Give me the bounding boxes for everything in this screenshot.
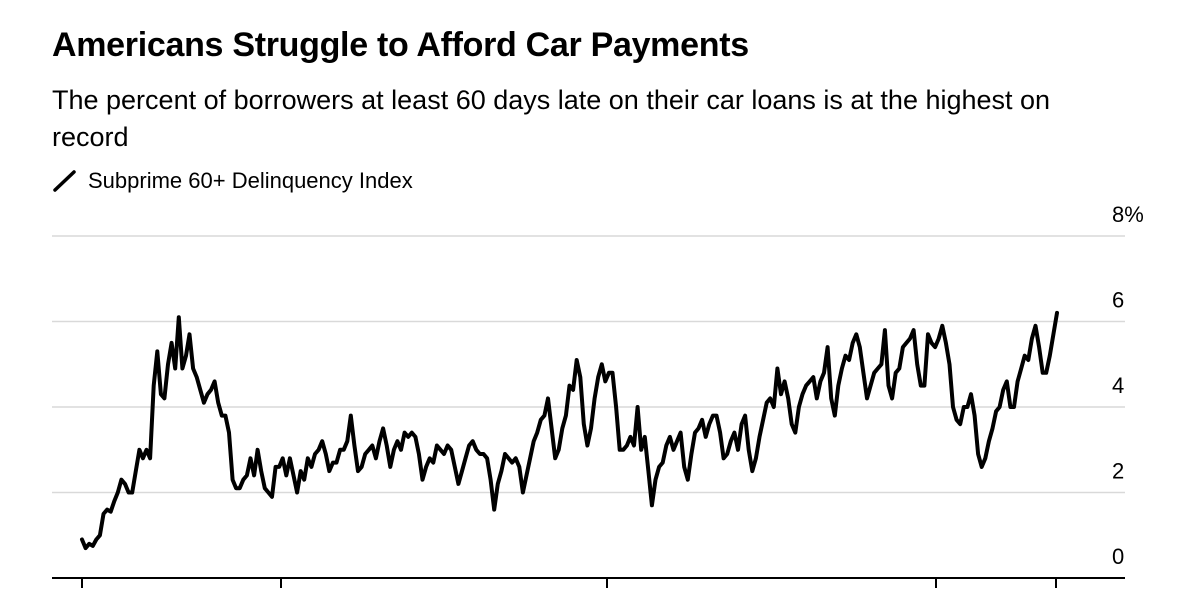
y-tick-label: 0 <box>1112 544 1124 569</box>
series-line-0 <box>80 310 1059 551</box>
x-axis <box>52 577 1125 588</box>
legend-line-icon <box>53 170 76 192</box>
chart-subtitle: The percent of borrowers at least 60 day… <box>52 85 1051 152</box>
chart-title: Americans Struggle to Afford Car Payment… <box>52 26 749 64</box>
legend-entry: Subprime 60+ Delinquency Index <box>88 168 413 193</box>
chart-legend: Subprime 60+ Delinquency Index <box>52 168 413 194</box>
y-tick-label: 6 <box>1112 288 1124 313</box>
series-layer <box>80 310 1059 551</box>
y-axis-labels: 0 2 4 6 8% <box>1112 202 1144 569</box>
grid-lines <box>52 235 1125 494</box>
y-tick-label: 4 <box>1112 373 1124 398</box>
y-tick-label: 8% <box>1112 202 1144 227</box>
y-tick-label: 2 <box>1112 459 1124 484</box>
